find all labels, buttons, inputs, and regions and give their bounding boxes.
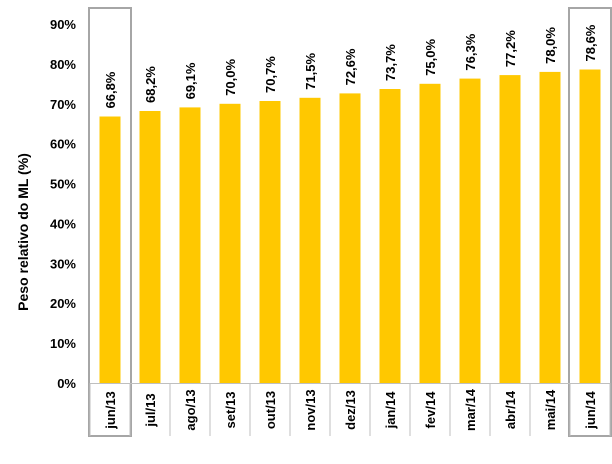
bar-jun-13 [99,116,121,383]
x-tick-label: jul/13 [143,393,158,427]
data-label: 70,7% [263,56,278,93]
bar-ago-13 [179,107,201,384]
data-label: 75,0% [423,38,438,75]
y-tick-label: 80% [50,57,76,72]
data-label: 69,1% [183,62,198,99]
bar-jan-14 [379,89,401,383]
y-tick-label: 50% [50,177,76,192]
x-tick-label: out/13 [263,391,278,429]
y-tick-label: 30% [50,256,76,271]
data-label: 78,6% [583,24,598,61]
bar-nov-13 [299,97,321,384]
y-tick-label: 90% [50,17,76,32]
y-tick-label: 10% [50,336,76,351]
y-axis-label: Peso relativo do ML (%) [15,153,31,311]
highlight-frame-jun-13 [88,7,132,437]
x-tick-label: jun/14 [583,390,598,429]
data-label: 71,5% [303,52,318,89]
y-tick-label: 60% [50,137,76,152]
data-label: 70,0% [223,58,238,95]
bar-dez-13 [339,93,361,384]
data-label: 72,6% [343,48,358,85]
data-label: 76,3% [463,33,478,70]
x-tick-label: jun/13 [103,391,118,430]
x-tick-label: ago/13 [183,389,198,430]
x-tick-label: dez/13 [343,390,358,430]
x-tick-label: jan/14 [383,391,398,430]
bar-set-13 [219,103,241,384]
y-tick-label: 70% [50,97,76,112]
x-tick-label: abr/14 [503,390,518,429]
bar-fev-14 [419,83,441,384]
bar-abr-14 [499,75,521,383]
y-tick-label: 20% [50,296,76,311]
x-tick-label: mai/14 [543,389,558,430]
x-tick-label: fev/14 [423,391,438,429]
y-tick-label: 0% [57,376,76,391]
x-tick-label: nov/13 [303,389,318,430]
x-tick-label: mar/14 [463,388,478,431]
x-tick-label: set/13 [223,392,238,429]
bar-mar-14 [459,78,481,383]
data-label: 66,8% [103,71,118,108]
bar-jul-13 [139,111,161,383]
highlight-frame-jun-14 [568,7,612,437]
data-label: 78,0% [543,27,558,64]
bar-mai-14 [539,71,561,384]
data-label: 77,2% [503,30,518,67]
y-tick-label: 40% [50,216,76,231]
bar-out-13 [259,101,281,383]
bar-jun-14 [579,69,601,383]
data-label: 73,7% [383,44,398,81]
data-label: 68,2% [143,66,158,103]
